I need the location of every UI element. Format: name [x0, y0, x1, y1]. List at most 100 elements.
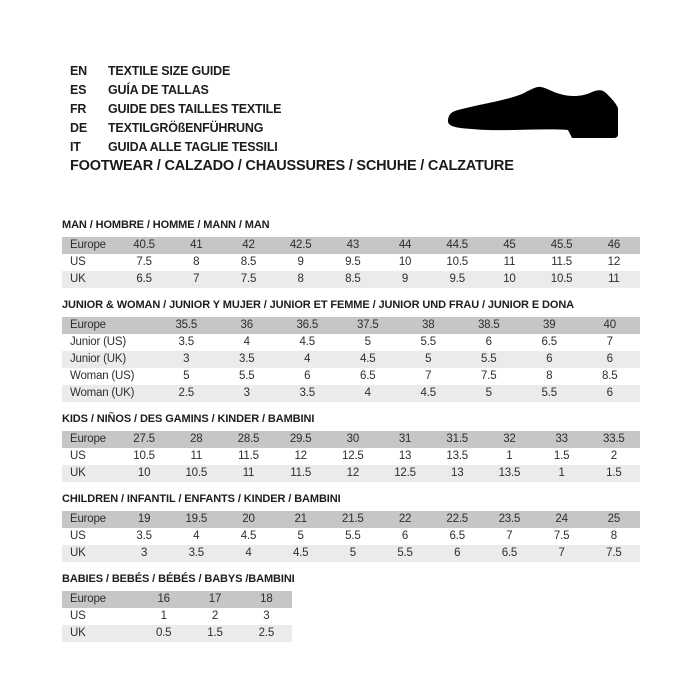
size-cell: 38: [398, 317, 459, 334]
size-cell: 40.5: [118, 237, 171, 254]
size-cell: 1.5: [189, 625, 241, 642]
size-cell: 11: [170, 448, 223, 465]
size-cell: 3.5: [216, 351, 277, 368]
size-cell: 37.5: [337, 317, 398, 334]
language-row-en: EN TEXTILE SIZE GUIDE: [70, 62, 281, 81]
size-cell: 44: [378, 237, 432, 254]
table-row: US 3.5 4 4.5 5 5.5 6 6.5 7 7.5 8: [62, 528, 640, 545]
size-cell: 3.5: [277, 385, 338, 402]
size-cell: 36.5: [277, 317, 338, 334]
size-cell: 2.5: [240, 625, 292, 642]
size-cell: 8.5: [326, 271, 379, 288]
size-cell: 8: [170, 254, 223, 271]
size-cell: 10: [483, 271, 536, 288]
size-cell: 7: [170, 271, 223, 288]
size-cell: 21: [274, 511, 327, 528]
size-cell: 6.5: [118, 271, 171, 288]
table-row: US 10.5 11 11.5 12 12.5 13 13.5 1 1.5 2: [62, 448, 640, 465]
language-code: IT: [70, 140, 81, 154]
size-table-man: Europe 40.5 41 42 42.5 43 44 44.5 45 45.5 46 US 7.5 8…: [62, 237, 640, 288]
size-cell: 1: [138, 608, 190, 625]
size-cell: 28: [170, 431, 223, 448]
size-cell: 17: [189, 591, 241, 608]
row-label: Europe: [62, 317, 156, 334]
size-tables: MAN / HOMBRE / HOMME / MANN / MAN Europe 4…: [62, 219, 640, 642]
size-table-children: Europe 19 19.5 20 21 21.5 22 22.5 23.5 24 25 US 3.5 4…: [62, 511, 640, 562]
size-cell: 20: [222, 511, 275, 528]
size-section-junior-woman: JUNIOR & WOMAN / JUNIOR Y MUJER / JUNIOR…: [62, 299, 640, 402]
size-cell: 18: [240, 591, 292, 608]
size-cell: 3: [240, 608, 292, 625]
size-cell: 5.5: [326, 528, 379, 545]
size-cell: 5: [326, 545, 379, 562]
size-table-junior-woman: Europe 35.5 36 36.5 37.5 38 38.5 39 40 Junior (US…: [62, 317, 640, 402]
size-cell: 4.5: [398, 385, 459, 402]
size-cell: 6.5: [431, 528, 484, 545]
row-label: US: [62, 448, 118, 465]
language-code: ES: [70, 83, 87, 97]
size-cell: 8.5: [579, 368, 640, 385]
size-cell: 38.5: [458, 317, 519, 334]
table-row: Junior (US) 3.5 4 4.5 5 5.5 6 6.5 7: [62, 334, 640, 351]
size-section-babies: BABIES / BEBÉS / BÉBÉS / BABYS /BAMBINI E…: [62, 573, 640, 642]
size-cell: 7.5: [587, 545, 640, 562]
size-cell: 3.5: [156, 334, 217, 351]
table-row: Woman (UK) 2.5 3 3.5 4 4.5 5 5.5 6: [62, 385, 640, 402]
size-cell: 43: [326, 237, 379, 254]
language-header-block: EN TEXTILE SIZE GUIDE ES GUÍA DE TALLAS FR GU…: [70, 62, 281, 157]
size-section-kids: KIDS / NIÑOS / DES GAMINS / KINDER / BAM…: [62, 413, 640, 482]
size-cell: 2: [587, 448, 640, 465]
size-cell: 6: [458, 334, 519, 351]
size-cell: 1: [483, 448, 536, 465]
size-cell: 42: [222, 237, 275, 254]
size-cell: 10.5: [535, 271, 588, 288]
size-cell: 11.5: [274, 465, 327, 482]
size-cell: 19: [118, 511, 171, 528]
shoe-silhouette-path: [447, 86, 618, 138]
size-cell: 7: [535, 545, 588, 562]
size-cell: 3: [156, 351, 217, 368]
language-label: GUIDE DES TAILLES TEXTILE: [108, 102, 282, 116]
size-cell: 1.5: [587, 465, 640, 482]
section-title-junior-woman: JUNIOR & WOMAN / JUNIOR Y MUJER / JUNIOR…: [62, 299, 575, 311]
row-label: Junior (UK): [62, 351, 156, 368]
size-cell: 11: [483, 254, 536, 271]
size-cell: 4: [337, 385, 398, 402]
table-row: US 1 2 3: [62, 608, 292, 625]
language-label: TEXTILGRÖßENFÜHRUNG: [108, 121, 264, 135]
shoe-icon: [447, 86, 618, 138]
size-cell: 35.5: [156, 317, 217, 334]
size-cell: 5: [337, 334, 398, 351]
size-cell: 27.5: [118, 431, 171, 448]
size-cell: 46: [587, 237, 640, 254]
size-cell: 5: [274, 528, 327, 545]
size-cell: 24: [535, 511, 588, 528]
size-cell: 6: [579, 351, 640, 368]
size-cell: 6.5: [483, 545, 536, 562]
size-cell: 31: [378, 431, 432, 448]
language-code: FR: [70, 102, 87, 116]
language-label: TEXTILE SIZE GUIDE: [108, 64, 231, 78]
row-label: US: [62, 254, 118, 271]
language-label: GUIDA ALLE TAGLIE TESSILI: [108, 140, 278, 154]
language-label: GUÍA DE TALLAS: [108, 83, 209, 97]
size-cell: 2: [189, 608, 241, 625]
size-cell: 32: [483, 431, 536, 448]
size-cell: 33: [535, 431, 588, 448]
size-cell: 13: [431, 465, 484, 482]
row-label: Europe: [62, 591, 138, 608]
row-label: Europe: [62, 237, 118, 254]
size-cell: 5: [398, 351, 459, 368]
row-label: UK: [62, 625, 138, 642]
size-cell: 10.5: [431, 254, 484, 271]
section-title-babies: BABIES / BEBÉS / BÉBÉS / BABYS /BAMBINI: [62, 573, 295, 585]
size-cell: 11.5: [222, 448, 275, 465]
size-cell: 10.5: [170, 465, 223, 482]
size-cell: 45: [483, 237, 536, 254]
size-cell: 40: [579, 317, 640, 334]
size-cell: 5: [156, 368, 217, 385]
size-cell: 4: [277, 351, 338, 368]
size-section-children: CHILDREN / INFANTIL / ENFANTS / KINDER /…: [62, 493, 640, 562]
size-cell: 7: [398, 368, 459, 385]
language-code: DE: [70, 121, 87, 135]
